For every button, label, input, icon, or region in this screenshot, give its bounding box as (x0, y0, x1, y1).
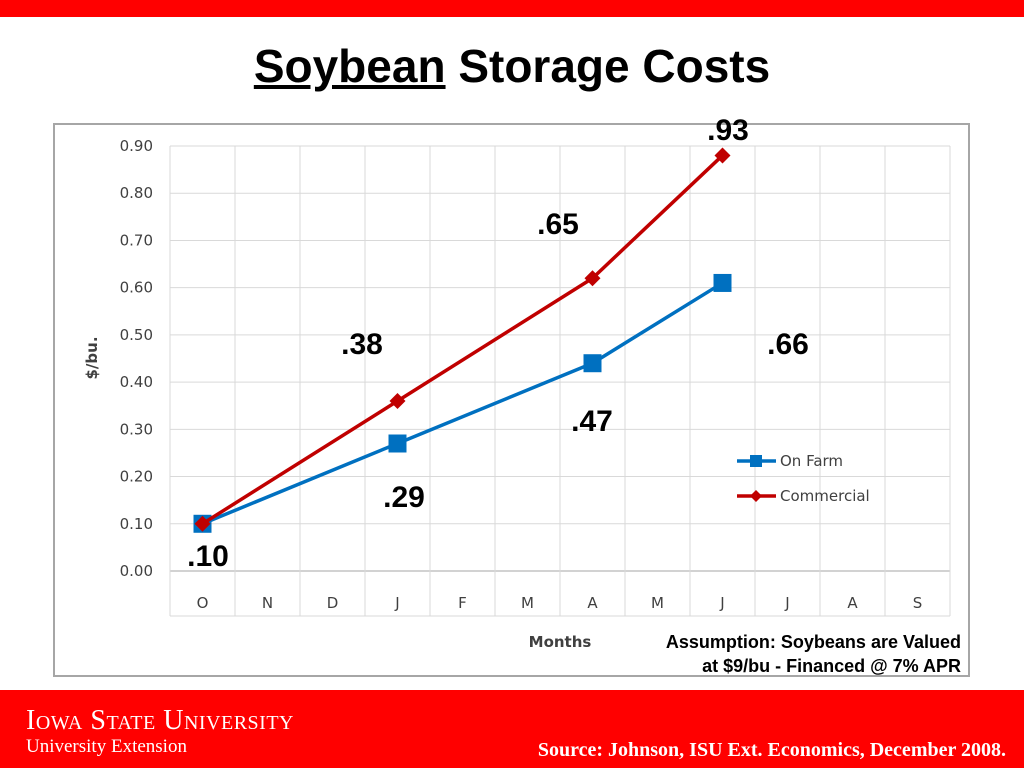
y-tick-label: 0.40 (120, 373, 153, 391)
y-tick-label: 0.50 (120, 326, 153, 344)
legend-square-marker (750, 455, 762, 467)
title-rest: Storage Costs (458, 40, 771, 92)
on-farm-point (713, 273, 732, 292)
value-annotation: .38 (341, 328, 383, 361)
x-tick-label: A (587, 594, 598, 612)
assumption-line-2: at $9/bu - Financed @ 7% APR (702, 656, 961, 676)
legend-label: On Farm (780, 452, 843, 470)
x-tick-label: O (197, 594, 209, 612)
y-tick-label: 0.30 (120, 420, 153, 438)
y-tick-label: 0.10 (120, 515, 153, 533)
y-tick-label: 0.60 (120, 279, 153, 297)
x-tick-label: J (784, 594, 789, 612)
x-tick-label: J (719, 594, 724, 612)
x-tick-label: J (394, 594, 399, 612)
value-annotation: .66 (767, 328, 809, 361)
assumption-line-1: Assumption: Soybeans are Valued (665, 632, 961, 652)
slide-title: Soybean Storage Costs (0, 38, 1024, 94)
commercial-point (389, 393, 406, 409)
commercial-point (714, 147, 731, 164)
value-annotations: .10 .38 .29 .65 .47 .93 .66 (187, 114, 809, 573)
x-tick-label: M (521, 594, 534, 612)
x-tick-label: A (847, 594, 858, 612)
value-annotation: .47 (571, 405, 613, 438)
x-axis-title: Months (529, 633, 592, 651)
on-farm-point (583, 354, 602, 373)
value-annotation: .93 (707, 114, 749, 147)
x-tick-label: D (327, 594, 339, 612)
x-tick-label: F (458, 594, 467, 612)
institution-wordmark: Iowa State University (26, 705, 294, 736)
chart-frame (53, 123, 970, 677)
value-annotation: .29 (383, 481, 425, 514)
y-axis-title: $/bu. (83, 336, 101, 379)
series-line-on-farm (201, 281, 724, 526)
y-tick-label: 0.70 (120, 231, 153, 249)
y-tick-label: 0.80 (120, 184, 153, 202)
gridlines (169, 145, 951, 617)
footer-bar (0, 690, 1024, 768)
y-tick-labels: 0.00 0.10 0.20 0.30 0.40 0.50 0.60 0.70 0.80 0.90 (120, 137, 153, 580)
value-annotation: .65 (537, 208, 579, 241)
on-farm-point (388, 434, 407, 453)
x-tick-label: M (651, 594, 664, 612)
x-tick-label: S (913, 594, 923, 612)
x-tick-label: N (262, 594, 273, 612)
source-citation: Source: Johnson, ISU Ext. Economics, Dec… (537, 739, 1006, 761)
series-lines (193, 147, 732, 533)
chart-legend: On Farm Commercial (737, 452, 870, 505)
top-accent-bar (0, 0, 1024, 17)
y-tick-label: 0.00 (120, 562, 153, 580)
assumption-note: Assumption: Soybeans are Valued at $9/bu… (666, 630, 961, 678)
commercial-point (194, 515, 211, 532)
y-tick-label: 0.20 (120, 468, 153, 486)
y-tick-label: 0.90 (120, 137, 153, 155)
series-line-commercial (201, 154, 724, 526)
value-annotation: .10 (187, 540, 229, 573)
legend-label: Commercial (780, 487, 870, 505)
title-underlined-word: Soybean (253, 40, 446, 92)
legend-diamond-marker (750, 490, 762, 502)
department-name: University Extension (26, 736, 187, 757)
commercial-point (584, 270, 601, 287)
